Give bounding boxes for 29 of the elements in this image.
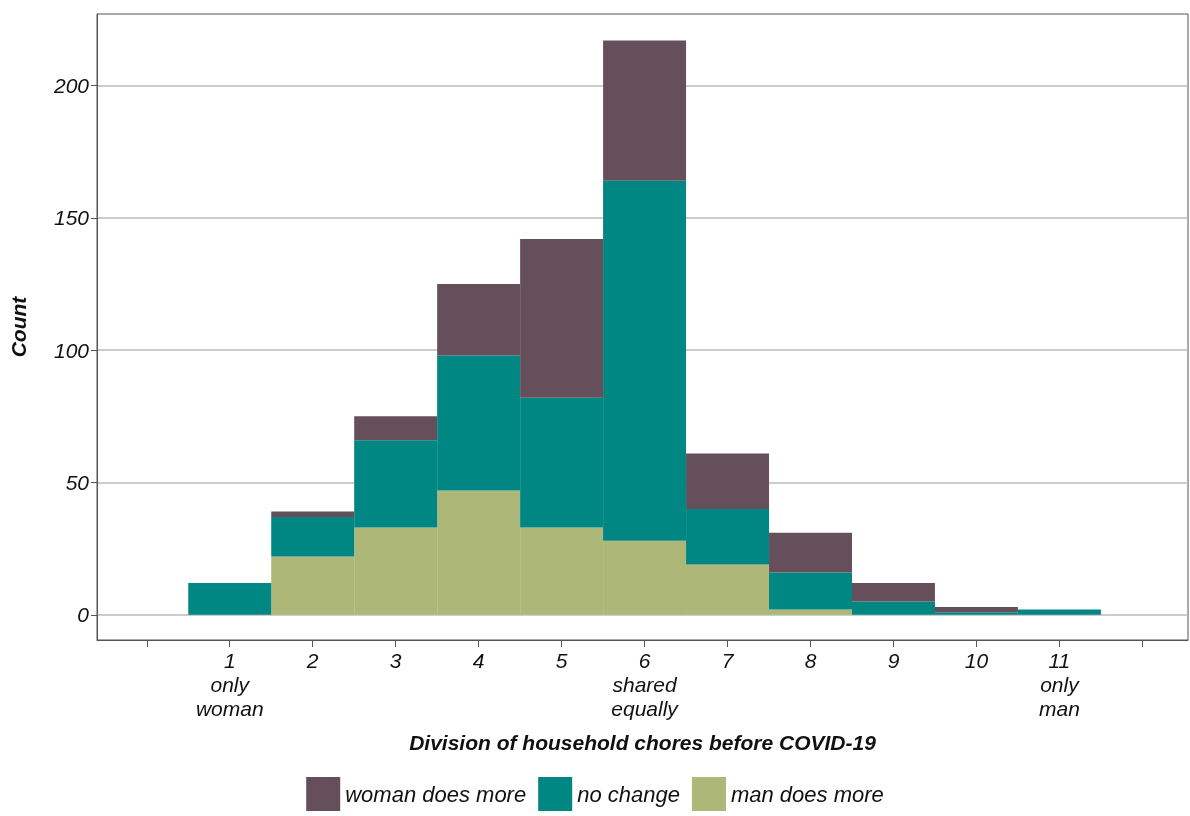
x-tick-label: 1 only woman: [195, 648, 264, 720]
bar: [188, 583, 272, 615]
legend-label: no change: [577, 781, 680, 807]
y-tick-label: 200: [52, 73, 90, 97]
y-axis-title: Count: [7, 295, 30, 358]
y-tick-label: 100: [53, 338, 90, 362]
bar: [934, 606, 1018, 613]
x-tick-label: 6 shared equally: [611, 648, 680, 720]
x-tick-label: 10: [964, 648, 989, 672]
x-tick-label: 11 only man: [1038, 648, 1081, 720]
x-tick-label: 4: [472, 648, 485, 672]
y-tick-label: 50: [65, 471, 90, 495]
x-tick-label: 3: [389, 648, 402, 672]
bar: [769, 532, 852, 573]
bar: [851, 583, 935, 602]
x-tick-label: 5: [555, 648, 568, 672]
bar: [354, 416, 438, 441]
x-axis-title: Division of household chores before COVID-19: [409, 731, 877, 754]
bar: [686, 453, 770, 509]
legend-label: man does more: [730, 781, 884, 807]
bar: [271, 511, 355, 517]
y-tick-label: 150: [53, 206, 90, 230]
bar: [603, 40, 687, 181]
y-tick-label: 0: [77, 603, 90, 627]
legend-label: woman does more: [345, 781, 527, 807]
x-tick-label: 7: [721, 648, 735, 672]
x-tick-label: 2: [305, 648, 319, 672]
x-tick-label: 9: [887, 648, 900, 672]
x-tick-label: 8: [804, 648, 817, 672]
